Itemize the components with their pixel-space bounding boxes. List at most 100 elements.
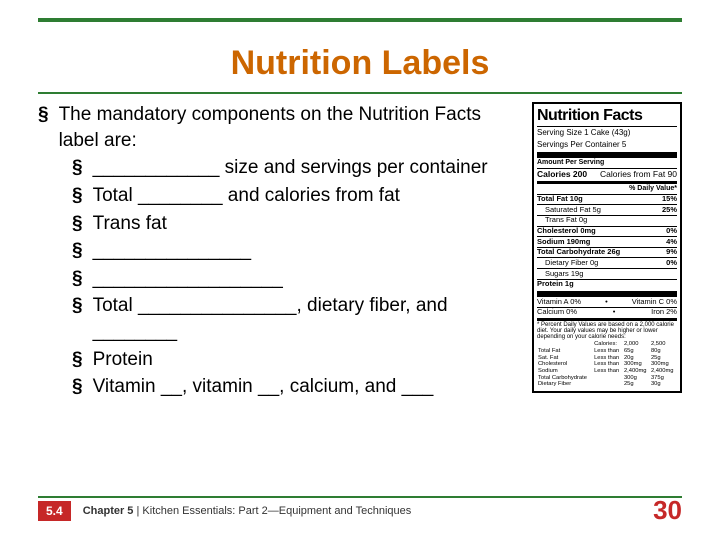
list-item-text: Total _______________, dietary fiber, an… [93,293,525,344]
np-vitamin-row: Vitamin A 0% • Vitamin C 0% [537,297,677,307]
footer: 5.4 Chapter 5 | Kitchen Essentials: Part… [38,495,682,526]
np-servings-per: Servings Per Container 5 [537,139,677,150]
np-table-cell: 25g [623,381,650,388]
np-nutrient-label: Saturated Fat 5g [545,206,601,215]
np-nutrient-row: Sodium 190mg 4% [537,237,677,247]
np-vitamin-sep: • [605,298,608,307]
np-table-cell: Cholesterol [537,361,593,368]
list-item: §Trans fat [72,211,525,237]
np-table-cell: 300mg [650,361,677,368]
np-table-cell: Dietary Fiber [537,381,593,388]
np-table-row: Total FatLess than65g80g [537,348,677,355]
bullet-icon: § [72,238,83,264]
bullet-icon: § [72,183,83,209]
list-item: § Vitamin __, vitamin __, calcium, and __… [72,374,525,400]
chapter-rest: | Kitchen Essentials: Part 2—Equipment a… [133,505,411,517]
bullet-icon: § [72,266,83,292]
np-nutrient-label: Total Fat 10g [537,195,583,204]
list-item: § Total ________ and calories from fat [72,183,525,209]
np-table-cell: Total Carbohydrate [537,375,593,382]
np-table-cell [593,375,623,382]
list-item: §Total _______________, dietary fiber, a… [72,293,525,344]
np-table-row: Total Carbohydrate 300g375g [537,375,677,382]
np-table-cell: 80g [650,348,677,355]
np-nutrient-row: Sugars 19g [537,269,677,279]
np-nutrient-label: Total Carbohydrate 26g [537,248,620,257]
np-nutrient-pct: 9% [666,248,677,257]
bullet-icon: § [38,102,49,153]
np-pdv-header: % Daily Value* [537,184,677,194]
list-item-text: _______________ [93,238,252,264]
bullet-icon: § [72,211,83,237]
np-amount-per-serving: Amount Per Serving [537,158,677,168]
np-table-row: Dietary Fiber25g30g [537,381,677,388]
np-nutrient-label: Trans Fat 0g [545,216,587,225]
np-table-cell [593,381,623,388]
page-number: 30 [653,495,682,526]
np-table-cell: Sat. Fat [537,355,593,362]
np-calorie-table: Calories:2,0002,500Total FatLess than65g… [537,341,677,388]
lead-item: § The mandatory components on the Nutrit… [38,102,525,153]
np-calories-row: Calories 200 Calories from Fat 90 [537,169,677,181]
np-table-cell: Less than [593,348,623,355]
slide-title: Nutrition Labels [0,44,720,83]
bullet-icon: § [72,374,83,400]
np-vitamin-row: Calcium 0% • Iron 2% [537,308,677,318]
chapter-text: Chapter 5 | Kitchen Essentials: Part 2—E… [83,505,412,517]
np-table-row: Calories:2,0002,500 [537,341,677,348]
bullet-icon: § [72,347,83,373]
np-vitamin-sep: • [613,308,616,317]
np-nutrient-row: Dietary Fiber 0g 0% [537,258,677,268]
np-nutrient-row: Total Fat 10g15% [537,195,677,205]
np-table-row: CholesterolLess than300mg300mg [537,361,677,368]
np-nutrient-pct: 0% [666,259,677,268]
np-table-cell: 300g [623,375,650,382]
list-item-text: __________________ [93,266,283,292]
np-vitamin-left: Calcium 0% [537,308,577,317]
list-item-text: Protein [93,347,153,373]
np-nutrient-row: Cholesterol 0mg 0% [537,227,677,237]
np-vitamin-left: Vitamin A 0% [537,298,581,307]
nutrition-facts-panel: Nutrition Facts Serving Size 1 Cake (43g… [532,102,682,393]
np-nutrient-pct: 0% [666,227,677,236]
np-nutrient-label: Cholesterol 0mg [537,227,596,236]
np-vitamin-right: Iron 2% [651,308,677,317]
np-heading: Nutrition Facts [537,107,677,127]
np-table-cell: Less than [593,361,623,368]
np-table-cell: Less than [593,355,623,362]
np-vitamin-right: Vitamin C 0% [632,298,677,307]
np-nutrient-label: Dietary Fiber 0g [545,259,598,268]
np-table-row: SodiumLess than2,400mg2,400mg [537,368,677,375]
np-calories: Calories 200 [537,170,587,180]
lead-text: The mandatory components on the Nutritio… [59,102,525,153]
np-table-cell: 25g [650,355,677,362]
list-item: § __________________ [72,266,525,292]
list-item-text: Total ________ and calories from fat [93,183,400,209]
np-nutrient-label: Sugars 19g [545,270,583,279]
np-nutrient-pct: 25% [662,206,677,215]
chapter-bold: Chapter 5 [83,505,134,517]
np-table-cell: 300mg [623,361,650,368]
np-table-cell: 2,500 [650,341,677,348]
np-nutrient-label: Sodium 190mg [537,238,590,247]
np-nutrient-pct: 4% [666,238,677,247]
np-table-cell: 20g [623,355,650,362]
section-badge: 5.4 [38,501,71,521]
np-table-cell: 2,400mg [623,368,650,375]
np-serving-size: Serving Size 1 Cake (43g) [537,127,677,138]
np-footnote: * Percent Daily Values are based on a 2,… [537,321,677,342]
np-nutrient-row: Saturated Fat 5g 25% [537,205,677,215]
bullet-icon: § [72,155,83,181]
np-table-cell: 65g [623,348,650,355]
np-table-cell: Calories: [593,341,623,348]
np-nutrient-row: Protein 1g [537,280,677,290]
list-item: § Protein [72,347,525,373]
title-rule [38,92,682,94]
list-item-text: Vitamin __, vitamin __, calcium, and ___ [93,374,434,400]
np-table-cell: 375g [650,375,677,382]
list-item: § ____________ size and servings per cont… [72,155,525,181]
top-rule [38,18,682,22]
list-item-text: ____________ size and servings per conta… [93,155,488,181]
np-table-cell: Total Fat [537,348,593,355]
np-calories-fat: Calories from Fat 90 [600,170,677,180]
